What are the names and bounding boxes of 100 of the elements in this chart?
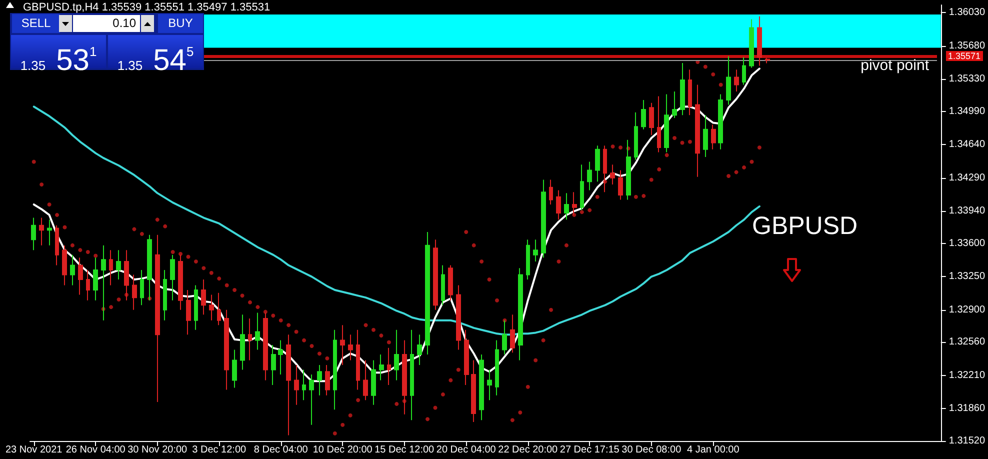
candlestick — [518, 268, 523, 361]
y-tick-label: 1.32560 — [948, 336, 986, 348]
candlestick — [734, 69, 739, 92]
ref-line-label: pivot point — [860, 57, 930, 74]
candlestick — [448, 264, 453, 301]
x-tick-label: 30 Nov 20:00 — [128, 444, 188, 456]
x-tick-label: 20 Dec 04:00 — [436, 444, 496, 456]
text-field: 0.10 — [73, 15, 140, 32]
candlestick — [132, 274, 137, 310]
candlestick — [703, 114, 708, 158]
y-tick-label: 1.34990 — [948, 106, 986, 117]
candlestick — [765, 58, 770, 64]
candlestick — [31, 217, 36, 251]
candlestick — [62, 244, 67, 286]
candlestick — [39, 217, 44, 246]
candlestick — [688, 69, 692, 116]
candlestick — [749, 18, 754, 68]
candlestick — [194, 284, 198, 330]
candlestick — [711, 124, 716, 150]
candlestick — [240, 314, 245, 370]
candlestick — [140, 270, 144, 306]
candlestick — [47, 219, 52, 246]
y-tick-label: 1.31520 — [948, 436, 986, 446]
candlestick — [487, 369, 492, 401]
y-tick-label: 1.31860 — [948, 403, 986, 414]
candlestick — [572, 192, 577, 216]
candlestick — [201, 279, 206, 316]
y-tick-label: 1.32900 — [948, 304, 986, 316]
candlestick — [348, 334, 353, 361]
candlestick — [595, 145, 600, 182]
candlestick — [641, 99, 646, 130]
candlestick — [502, 320, 507, 356]
y-tick-label: 1.32210 — [948, 370, 986, 381]
candlestick — [232, 349, 237, 388]
annotation: 1.35 54$^{5}$ — [117, 44, 194, 77]
candlestick — [286, 334, 291, 436]
candlestick — [634, 112, 638, 160]
candlestick — [587, 161, 592, 191]
candlestick — [116, 250, 121, 280]
x-tick-label: 26 Nov 04:00 — [66, 444, 126, 456]
candlestick — [55, 224, 59, 266]
candlestick — [387, 347, 391, 386]
candlestick — [556, 190, 561, 220]
candlestick — [680, 62, 685, 116]
x-tick-label: 4 Jan 00:00 — [687, 444, 740, 456]
candlestick — [618, 170, 623, 200]
candlestick — [78, 257, 83, 296]
y-tick-label: 1.33250 — [948, 271, 986, 282]
candlestick — [317, 364, 322, 396]
x-tick-label: 15 Dec 12:00 — [374, 444, 435, 456]
y-tick-label: 1.35680 — [948, 40, 986, 52]
y-tick-label: 1.33940 — [948, 206, 986, 217]
candlestick — [456, 284, 461, 350]
candlestick — [363, 360, 368, 401]
x-tick-label: 30 Dec 08:00 — [622, 444, 682, 456]
candlestick — [495, 340, 499, 396]
candlestick — [433, 239, 438, 310]
candlestick — [664, 94, 669, 153]
annotation: 1.35 53$^{1}$ — [20, 44, 97, 77]
candlestick — [425, 232, 430, 356]
candlestick — [379, 354, 384, 381]
candlestick — [271, 344, 276, 386]
x-tick-label: 8 Dec 04:00 — [254, 444, 308, 456]
annotation: GBPUSD — [752, 212, 858, 241]
candlestick — [186, 289, 191, 336]
candlestick — [549, 179, 553, 205]
x-tick-label: 23 Nov 2021 — [6, 444, 63, 456]
candlestick — [309, 374, 314, 426]
candlestick — [718, 94, 723, 150]
candlestick — [672, 90, 677, 119]
x-tick-label: 10 Dec 20:00 — [312, 444, 373, 456]
candlestick — [757, 16, 762, 66]
candlestick — [649, 102, 654, 136]
candlestick — [170, 254, 175, 301]
y-tick-label: 1.34640 — [948, 139, 986, 150]
candlestick — [410, 329, 414, 421]
candlestick — [533, 239, 538, 262]
x-tick-label: 27 Dec 17:15 — [560, 444, 620, 456]
candlestick — [163, 270, 167, 321]
candlestick — [479, 354, 484, 421]
x-tick-label: 3 Dec 12:00 — [192, 444, 247, 456]
candlestick — [109, 250, 113, 286]
y-tick-label: 1.36030 — [948, 7, 986, 18]
candlestick — [510, 314, 515, 354]
candlestick — [209, 294, 214, 321]
x-tick-label: 22 Dec 20:00 — [498, 444, 558, 456]
candlestick — [302, 369, 306, 401]
chart-title: GBPUSD.tp,H4 1.35539 1.35551 1.35497 1.35531 — [23, 2, 270, 14]
candlestick — [541, 179, 546, 258]
candlestick — [657, 96, 661, 153]
candlestick — [278, 340, 283, 376]
candlestick — [695, 84, 700, 178]
candlestick — [610, 164, 615, 186]
candlestick — [255, 312, 260, 350]
candlestick — [471, 360, 476, 422]
candlestick — [417, 334, 422, 366]
y-tick-label: 1.35330 — [948, 74, 986, 85]
y-tick-label: 1.34290 — [948, 172, 986, 184]
text: 1.35571 — [946, 51, 983, 62]
candlestick — [464, 329, 469, 386]
